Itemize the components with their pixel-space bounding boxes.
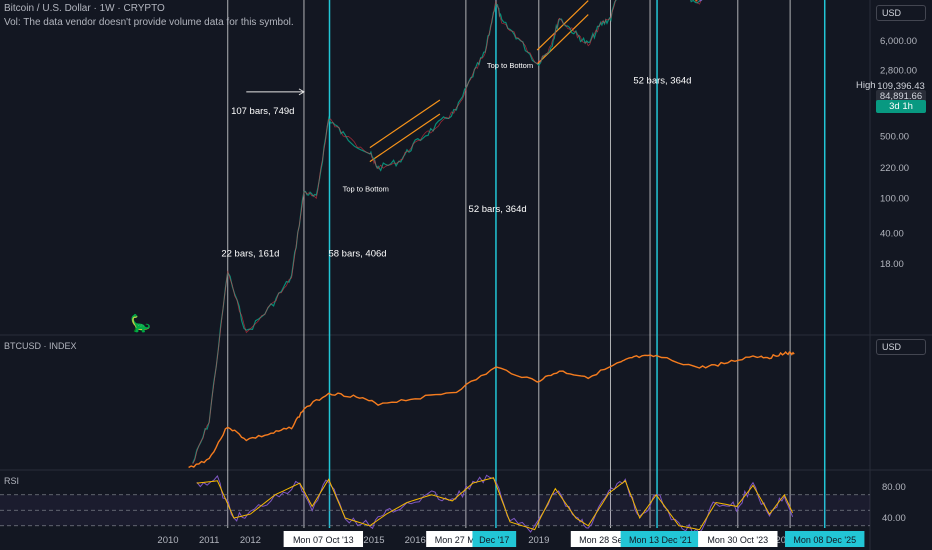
price-axis-tick: 2,800.00: [880, 65, 917, 76]
tradingview-logo-icon[interactable]: 🦕: [130, 314, 152, 333]
annotation-label: Top to Bottom: [487, 61, 533, 70]
svg-text:Mon 30 Oct '23: Mon 30 Oct '23: [707, 535, 768, 545]
price-axis-tick: 6,000.00: [880, 36, 917, 47]
last-price-tag: 84,891.66: [876, 90, 926, 103]
svg-text:Mon 27 Mar '17: Mon 27 Mar '17: [435, 535, 497, 545]
trend-channel-line: [536, 0, 589, 51]
volume-note: Vol: The data vendor doesn't provide vol…: [4, 17, 294, 28]
index-pane-label[interactable]: BTCUSD · INDEX: [4, 341, 77, 351]
annotation-label: 107 bars, 749d: [231, 106, 294, 117]
price-axis-tick: 40.00: [880, 228, 904, 239]
trend-channel-line: [695, 0, 698, 2]
annotation-label: 52 bars, 364d: [633, 75, 691, 86]
svg-text:Mon 13 Dec '21: Mon 13 Dec '21: [629, 535, 692, 545]
price-axis-tick: 18.00: [880, 259, 904, 270]
annotation-label: 58 bars, 406d: [328, 248, 386, 259]
trend-channel-line: [369, 113, 441, 163]
price-axis-tick: 500.00: [880, 132, 909, 143]
price-series-wicks: [192, 0, 702, 465]
measure-arrow: [298, 88, 305, 96]
x-axis-tick: 2012: [240, 535, 261, 546]
rsi-axis-tick: 40.00: [882, 513, 906, 524]
rsi-axis-tick: 80.00: [882, 482, 906, 493]
annotation-label: 22 bars, 161d: [221, 248, 279, 259]
symbol-title[interactable]: Bitcoin / U.S. Dollar · 1W · CRYPTO: [4, 3, 165, 14]
trend-channel-line: [369, 99, 441, 149]
price-axis-tick: 220.00: [880, 163, 909, 174]
x-axis-date-label: Mon 30 Oct '23: [698, 531, 778, 547]
high-price-tag: 109,396.43: [876, 80, 926, 93]
svg-text:Mon 28 Sep '20: Mon 28 Sep '20: [579, 535, 642, 545]
x-axis-tick: 2010: [157, 535, 178, 546]
high-label: High: [856, 80, 876, 91]
x-axis-date-label: Mon 13 Dec '21: [620, 531, 701, 547]
x-axis-tick: 2016: [405, 535, 426, 546]
x-axis-tick: 2011: [199, 535, 219, 546]
price-axis-tick: 100.00: [880, 193, 909, 204]
rsi-ma-line: [196, 477, 794, 531]
x-axis-tick: 2019: [528, 535, 549, 546]
svg-text:Dec '17: Dec '17: [479, 535, 509, 545]
svg-text:Mon 08 Dec '25: Mon 08 Dec '25: [793, 535, 856, 545]
x-axis-date-label: Mon 07 Oct '13: [283, 531, 364, 547]
index-series-line: [188, 351, 795, 469]
currency-button-index[interactable]: USD: [876, 339, 926, 355]
annotation-label: 52 bars, 364d: [469, 204, 527, 215]
countdown-tag: 3d 1h: [876, 100, 926, 113]
rsi-pane-label[interactable]: RSI: [4, 476, 20, 486]
trend-channel-line: [536, 14, 589, 65]
svg-text:Mon 07 Oct '13: Mon 07 Oct '13: [293, 535, 354, 545]
x-axis-date-label: Dec '17: [472, 531, 517, 547]
x-axis-date-label: Mon 08 Dec '25: [785, 531, 865, 547]
annotation-label: Top to Bottom: [343, 184, 389, 193]
x-axis-tick: 2015: [363, 535, 384, 546]
parabolic-curve: [699, 0, 703, 2]
currency-button-main[interactable]: USD: [876, 5, 926, 21]
